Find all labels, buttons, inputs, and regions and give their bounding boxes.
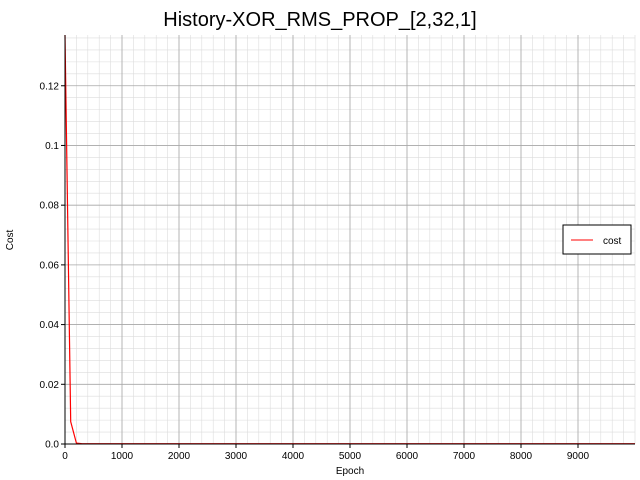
x-tick-label: 7000 xyxy=(453,451,476,462)
chart-title: History-XOR_RMS_PROP_[2,32,1] xyxy=(163,9,476,31)
x-tick-label: 5000 xyxy=(339,451,362,462)
x-tick-label: 4000 xyxy=(282,451,305,462)
x-tick-label: 1000 xyxy=(111,451,134,462)
y-axis-label: Cost xyxy=(5,229,16,250)
x-tick-label: 9000 xyxy=(567,451,590,462)
y-tick-label: 0.1 xyxy=(45,141,59,152)
legend: cost xyxy=(562,224,632,255)
y-tick-label: 0.02 xyxy=(40,380,60,391)
x-axis-label: Epoch xyxy=(336,466,364,477)
x-tick-label: 8000 xyxy=(510,451,533,462)
y-tick-label: 0.0 xyxy=(45,440,59,451)
x-tick-label: 3000 xyxy=(225,451,248,462)
legend-label-cost: cost xyxy=(603,236,622,247)
y-tick-label: 0.06 xyxy=(40,260,60,271)
x-tick-label: 0 xyxy=(62,451,68,462)
major-grid xyxy=(64,35,635,445)
x-tick-label: 2000 xyxy=(168,451,191,462)
y-tick-label: 0.12 xyxy=(40,81,60,92)
y-ticks: 0.0 0.02 0.04 0.06 0.08 0.1 0.12 xyxy=(40,81,65,451)
x-ticks: 0 1000 2000 3000 4000 5000 6000 7000 8000 9000 xyxy=(62,444,590,462)
y-tick-label: 0.08 xyxy=(40,201,60,212)
y-tick-label: 0.04 xyxy=(40,320,60,331)
x-tick-label: 6000 xyxy=(396,451,419,462)
